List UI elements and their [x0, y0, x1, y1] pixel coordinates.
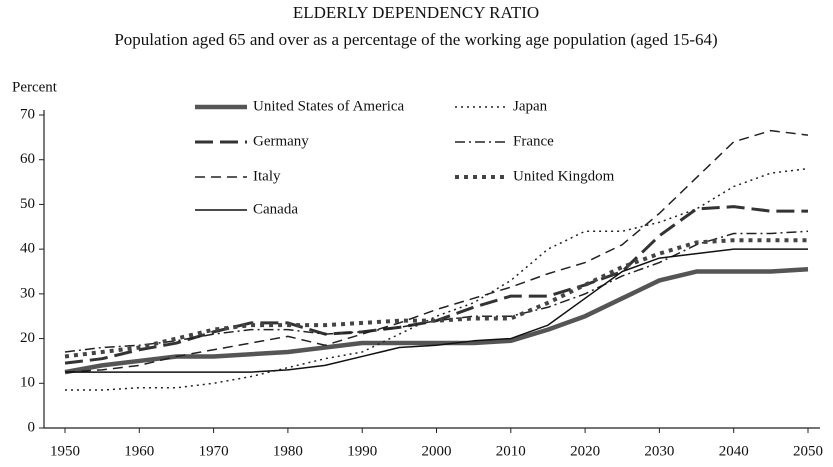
y-tick-label: 0 — [28, 419, 36, 435]
x-tick-label: 2050 — [793, 443, 823, 459]
legend-label: United States of America — [253, 98, 405, 114]
x-tick-label: 1960 — [124, 443, 154, 459]
x-tick-label: 1970 — [199, 443, 229, 459]
x-tick-label: 1950 — [50, 443, 80, 459]
series-line — [65, 248, 808, 373]
chart-subtitle: Population aged 65 and over as a percent… — [114, 30, 717, 49]
x-tick-label: 2030 — [644, 443, 674, 459]
legend-label: United Kingdom — [513, 168, 615, 184]
legend-label: Japan — [513, 98, 548, 114]
y-tick-label: 40 — [20, 241, 35, 257]
y-tick-label: 20 — [20, 330, 35, 346]
series-line — [64, 267, 809, 375]
y-tick-label: 70 — [20, 106, 35, 122]
y-axis-label: Percent — [12, 79, 58, 95]
x-tick-label: 2000 — [422, 443, 452, 459]
y-tick-label: 30 — [20, 285, 35, 301]
legend-label: Germany — [253, 133, 309, 149]
series-line — [64, 230, 809, 353]
series-line — [64, 129, 809, 373]
chart-title: ELDERLY DEPENDENCY RATIO — [293, 3, 539, 22]
y-tick-label: 50 — [20, 196, 35, 212]
x-tick-label: 2020 — [570, 443, 600, 459]
x-tick-label: 1990 — [347, 443, 377, 459]
legend-label: Canada — [253, 201, 298, 217]
x-tick-label: 2010 — [496, 443, 526, 459]
x-tick-label: 1980 — [273, 443, 303, 459]
y-tick-label: 60 — [20, 151, 35, 167]
series-line — [64, 238, 808, 359]
legend-label: Italy — [253, 168, 281, 184]
y-tick-label: 10 — [20, 375, 35, 391]
x-tick-label: 2040 — [719, 443, 749, 459]
legend-label: France — [513, 133, 554, 149]
series-line — [64, 205, 808, 365]
